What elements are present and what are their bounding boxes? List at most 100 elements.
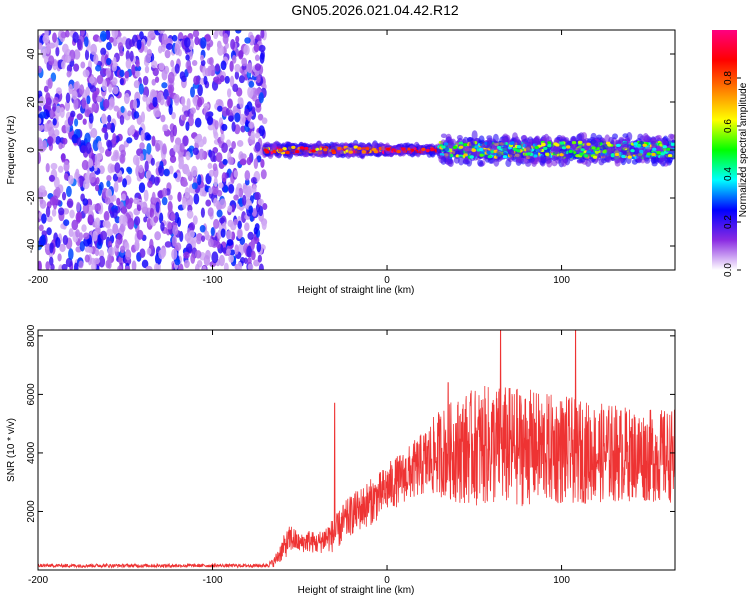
spectrogram-cell — [545, 152, 550, 157]
spectrogram-cell — [219, 75, 225, 83]
spectrogram-cell — [227, 219, 234, 228]
spectrogram-cell — [66, 70, 72, 78]
spectrogram-cell — [241, 57, 248, 67]
spectrogram-cell — [561, 157, 568, 167]
spectrogram-cell — [204, 230, 210, 241]
spectrogram-cell — [133, 208, 139, 216]
spectrogram-cell — [85, 141, 92, 154]
spectrogram-cell — [260, 169, 267, 180]
spectrogram-cell — [152, 67, 159, 77]
spectrogram-cell — [38, 105, 42, 112]
spectrogram-cell — [112, 208, 118, 219]
spectrogram-cell — [254, 63, 262, 71]
spectrogram-cell — [469, 155, 474, 159]
spectrogram-cell — [133, 80, 140, 89]
spectrogram-cell — [167, 71, 175, 84]
spectrogram-cells — [38, 30, 675, 270]
spectrogram-cell — [80, 61, 86, 69]
spectrogram-cell — [188, 230, 195, 238]
spectrogram-cell — [220, 228, 226, 238]
spectrogram-cell — [546, 159, 553, 168]
spectrogram-cell — [396, 150, 401, 154]
spectrogram-cell — [55, 87, 62, 95]
spectrogram-cell — [107, 253, 112, 265]
spectrogram-cell — [52, 102, 57, 112]
snr-marks — [37, 329, 676, 569]
spectrogram-cell — [112, 132, 117, 145]
spectrogram-cell — [69, 209, 75, 219]
spectrogram-cell — [146, 170, 152, 179]
spectrogram-cell — [161, 143, 167, 155]
spectrogram-cell — [218, 182, 224, 189]
spectrogram-cell — [615, 139, 622, 146]
spectrogram-cell — [124, 70, 130, 79]
spectrogram-cell — [128, 125, 135, 136]
spectrogram-cell — [213, 218, 220, 230]
spectrogram-cell — [443, 142, 449, 146]
spectrogram-cell — [219, 198, 227, 209]
colorbar-tick-label: 0.8 — [723, 71, 734, 85]
spectrogram-cell — [207, 162, 213, 169]
spectrogram-cell — [171, 34, 178, 42]
spectrogram-cell — [74, 118, 79, 127]
spectrogram-cell — [606, 145, 613, 156]
colorbar-tick-label: 0.6 — [723, 119, 734, 133]
spectrogram-cell — [248, 34, 256, 46]
spectrogram-cell — [125, 38, 132, 50]
spectrogram-cell — [221, 172, 227, 183]
spectrogram-cell — [220, 60, 227, 71]
spectrogram-cell — [72, 31, 79, 44]
x-tick-label: 100 — [553, 275, 570, 286]
spectrogram-cell — [670, 142, 675, 146]
spectrogram-cell — [155, 201, 160, 213]
colorbar-tick-label: 0.2 — [723, 215, 734, 229]
spectrogram-x-label: Height of straight line (km) — [298, 285, 415, 296]
spectrogram-cell — [89, 85, 97, 93]
spectrogram-cell — [76, 137, 82, 147]
spectrogram-cell — [241, 194, 247, 206]
spectrogram-cell — [174, 258, 181, 266]
spectrogram-cell — [65, 92, 71, 104]
spectrogram-cell — [230, 38, 236, 50]
spectrogram-cell — [201, 190, 207, 197]
spectrogram-cell — [256, 241, 262, 253]
spectrogram-cell — [55, 135, 62, 145]
spectrogram-cell — [594, 150, 600, 154]
spectrogram-cell — [213, 177, 218, 187]
spectrogram-cell — [551, 153, 558, 162]
spectrogram-cell — [197, 97, 203, 108]
spectrogram-cell — [85, 86, 90, 99]
spectrogram-cell — [462, 158, 469, 164]
y-tick-label: 20 — [26, 96, 37, 108]
spectrogram-cell — [63, 172, 69, 181]
spectrogram-cell — [142, 75, 149, 86]
spectrogram-cell — [667, 153, 673, 158]
spectrogram-cell — [240, 153, 247, 160]
spectrogram-cell — [235, 30, 242, 34]
spectrogram-cell — [170, 212, 176, 222]
spectrogram-cell — [194, 117, 202, 128]
spectrogram-cell — [444, 151, 451, 160]
spectrogram-cell — [486, 139, 493, 150]
spectrogram-cell — [645, 146, 652, 151]
spectrogram-cell — [171, 235, 177, 247]
spectrogram-cell — [63, 160, 70, 172]
spectrogram-cell — [492, 133, 499, 144]
spectrogram-cell — [194, 250, 202, 259]
spectrogram-cell — [133, 131, 139, 141]
spectrogram-cell — [139, 142, 145, 150]
spectrogram-cell — [50, 263, 55, 270]
spectrogram-cell — [272, 149, 277, 154]
spectrogram-cell — [158, 212, 164, 224]
spectrogram-cell — [48, 256, 54, 266]
spectrogram-cell — [425, 148, 430, 153]
spectrogram-cell — [110, 155, 116, 162]
snr-series-line — [37, 329, 676, 569]
spectrogram-cell — [215, 152, 223, 163]
spectrogram-cell — [182, 135, 189, 147]
spectrogram-cell — [253, 259, 260, 267]
spectrogram-cell — [162, 187, 168, 198]
x-tick-label: -200 — [28, 275, 48, 286]
spectrogram-cell — [88, 158, 94, 168]
